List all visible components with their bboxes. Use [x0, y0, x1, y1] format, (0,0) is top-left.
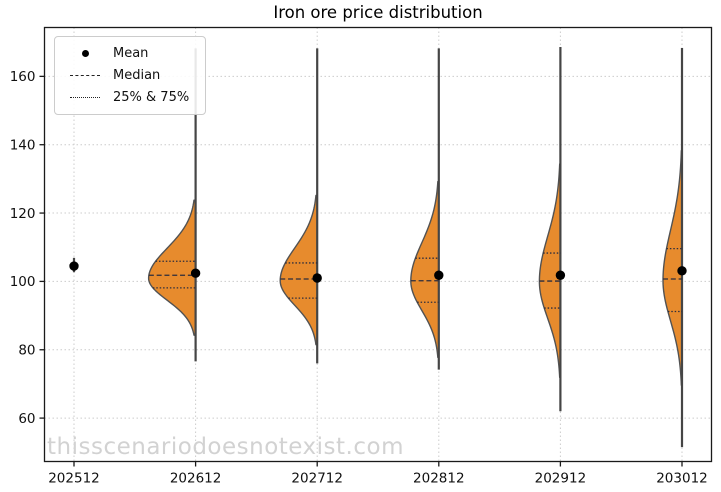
mean-dot [434, 270, 444, 280]
y-tick-label: 100 [10, 274, 36, 290]
mean-dot [190, 268, 201, 278]
violin-202612 [147, 48, 201, 362]
mean-dot [677, 266, 687, 276]
y-tick-label: 140 [10, 138, 36, 154]
plot-border [43, 26, 713, 463]
x-tick-label: 203012 [656, 471, 708, 487]
violin-body [538, 163, 562, 379]
legend-label-quartiles: 25% & 75% [113, 90, 190, 105]
legend: Mean Median 25% & 75% [54, 36, 207, 115]
violin-202912 [538, 46, 566, 412]
mean-dot-icon [81, 50, 89, 57]
x-tick-label: 202712 [291, 471, 343, 487]
quartile-dotted-line-icon [70, 97, 100, 98]
legend-item-median: Median [65, 67, 189, 84]
x-tick-label: 202612 [170, 471, 222, 487]
violin-body [279, 194, 318, 346]
x-tick-label: 202812 [413, 471, 465, 487]
legend-item-quartiles: 25% & 75% [65, 89, 189, 106]
legend-item-mean: Mean [65, 45, 189, 62]
y-tick-label: 80 [18, 343, 35, 359]
chart-title: Iron ore price distribution [273, 3, 483, 22]
legend-label-mean: Mean [113, 46, 149, 61]
violin-202812 [410, 48, 444, 370]
y-tick-label: 120 [10, 206, 36, 222]
violin-body [410, 180, 440, 359]
violin-202512 [69, 257, 79, 273]
violin-body [147, 199, 197, 336]
mean-dot [312, 273, 322, 283]
legend-label-median: Median [113, 68, 161, 83]
y-tick-label: 60 [18, 411, 35, 427]
mean-dot [69, 261, 79, 271]
watermark: thisscenariodoesnotexist.com [47, 434, 404, 460]
x-tick-label: 202912 [535, 471, 587, 487]
violin-202712 [279, 48, 322, 364]
median-dashed-line-icon [70, 75, 100, 76]
mean-dot [555, 270, 566, 280]
x-tick-label: 202512 [48, 471, 100, 487]
violin-203012 [662, 48, 687, 448]
y-tick-label: 160 [10, 69, 36, 85]
violin-body [662, 149, 683, 386]
